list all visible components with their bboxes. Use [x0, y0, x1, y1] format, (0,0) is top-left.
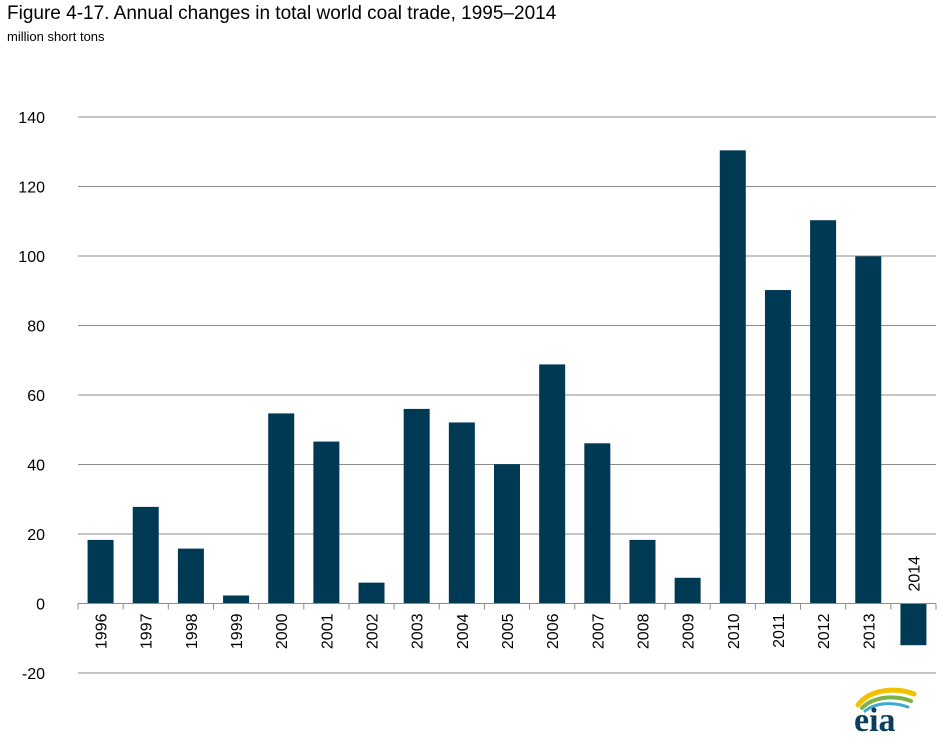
x-tick-label: 2012: [816, 613, 833, 649]
x-axis: [77, 603, 937, 610]
x-tick-label: 2004: [455, 613, 472, 649]
bars: [87, 150, 927, 646]
x-tick-label: 1996: [94, 613, 111, 649]
x-axis-tick-labels: 1996 1997 1998 1999 2000 2001 2002 2003 2004 2005…: [94, 556, 924, 649]
y-tick-label: 60: [27, 388, 45, 405]
bar-1999: [223, 595, 250, 604]
bar-2002: [358, 582, 385, 604]
y-tick-label: 140: [18, 110, 45, 127]
x-tick-label: 2001: [319, 613, 336, 649]
bar-2008: [629, 539, 656, 604]
x-tick-label: 2006: [545, 613, 562, 649]
bar-2007: [584, 443, 611, 604]
x-tick-label: 2008: [635, 613, 652, 649]
chart-subtitle: million short tons: [7, 29, 105, 44]
x-tick-label: 2007: [590, 613, 607, 649]
y-tick-label: 120: [18, 180, 45, 197]
gridlines: [78, 116, 936, 674]
bar-2004: [448, 422, 475, 604]
y-tick-label: 0: [36, 597, 45, 614]
x-tick-label: 2013: [861, 613, 878, 649]
x-tick-label: 2011: [771, 613, 788, 648]
bar-2000: [268, 413, 295, 604]
x-tick-label: 2010: [726, 613, 743, 649]
bar-2012: [810, 220, 837, 604]
x-tick-label: 1999: [229, 613, 246, 649]
bar-2010: [719, 150, 746, 604]
x-tick-label: 2005: [500, 613, 517, 649]
bar-2011: [764, 290, 791, 604]
y-axis-tick-labels: -20 0 20 40 60 80 100 120 140: [18, 110, 45, 683]
x-tick-label: 2000: [274, 613, 291, 649]
bar-1996: [87, 539, 114, 604]
y-tick-label: 40: [27, 458, 45, 475]
x-tick-label: 2014: [906, 556, 923, 592]
bar-2014: [900, 603, 927, 646]
bar-2006: [539, 364, 566, 604]
eia-logo: eia: [854, 687, 917, 734]
y-tick-label: 80: [27, 319, 45, 336]
x-tick-label: 1998: [184, 613, 201, 649]
chart-title: Figure 4-17. Annual changes in total wor…: [7, 3, 557, 24]
bar-2013: [855, 256, 882, 604]
x-tick-label: 2003: [410, 613, 427, 649]
bar-1997: [132, 506, 159, 604]
y-tick-label: -20: [22, 666, 45, 683]
bar-1998: [177, 548, 204, 604]
x-tick-label: 1997: [139, 613, 156, 649]
x-tick-label: 2002: [365, 613, 382, 649]
bar-2009: [674, 577, 701, 604]
bar-2003: [403, 408, 430, 604]
x-tick-label: 2009: [681, 613, 698, 649]
bar-2001: [313, 441, 340, 604]
y-tick-label: 20: [27, 527, 45, 544]
svg-text:eia: eia: [854, 702, 896, 734]
y-tick-label: 100: [18, 249, 45, 266]
bar-2005: [494, 464, 520, 604]
